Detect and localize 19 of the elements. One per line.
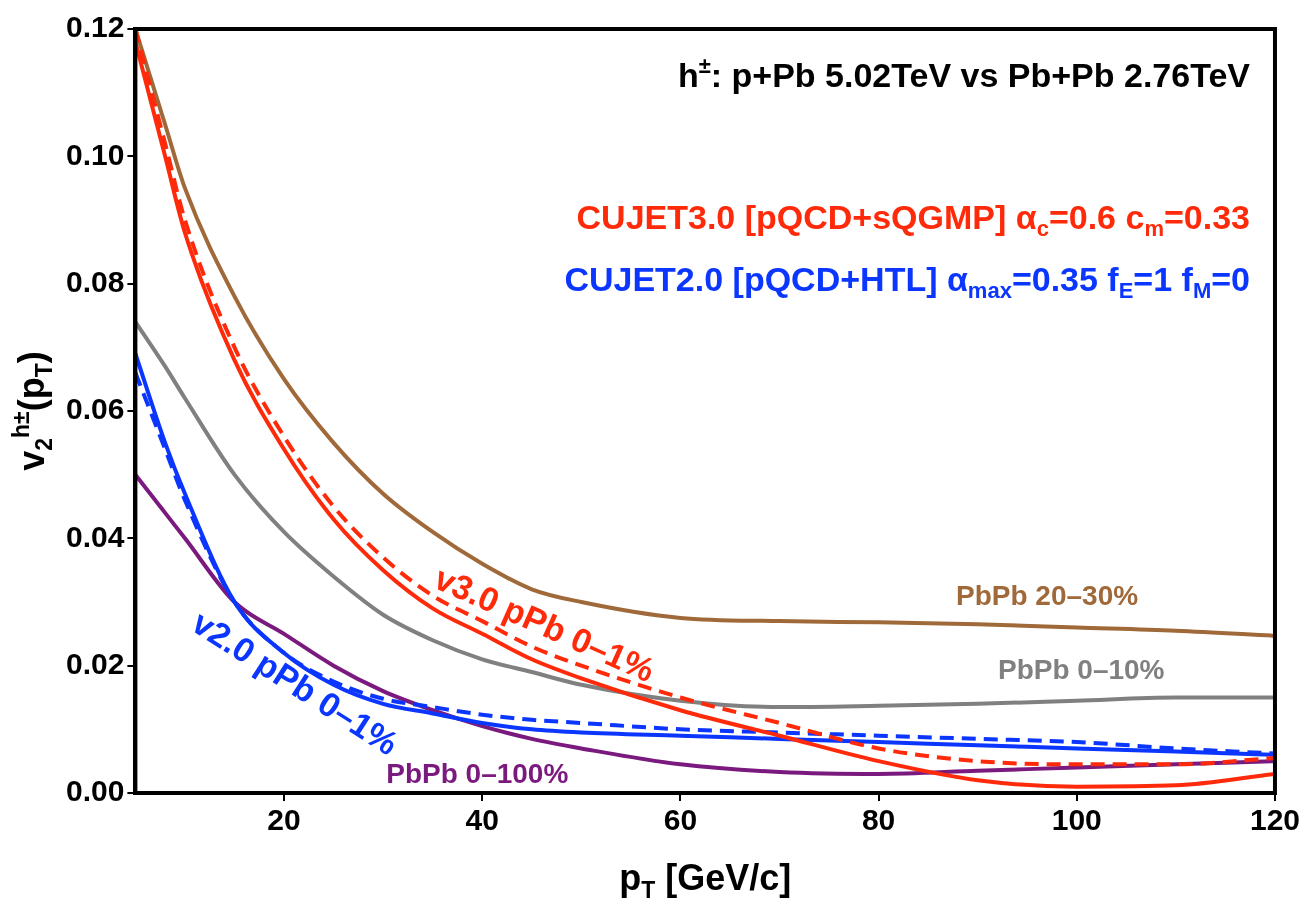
y-tick-label: 0.08 xyxy=(66,264,125,298)
y-tick-label: 0.06 xyxy=(66,392,125,426)
series-label: PbPb 0–100% xyxy=(386,757,569,789)
series-label: PbPb 0–10% xyxy=(997,653,1165,685)
y-axis-title: v2h±(pT) xyxy=(7,351,57,471)
y-tick-label: 0.10 xyxy=(66,137,125,171)
x-tick-label: 100 xyxy=(1051,803,1102,837)
y-tick-label: 0.02 xyxy=(66,646,125,680)
x-tick-label: 20 xyxy=(267,803,301,837)
x-tick-label: 80 xyxy=(861,803,896,837)
y-tick-label: 0.12 xyxy=(66,10,125,44)
series-label: PbPb 20–30% xyxy=(956,579,1139,611)
x-tick-label: 120 xyxy=(1249,803,1300,837)
y-tick-label: 0.00 xyxy=(66,774,125,808)
y-tick-label: 0.04 xyxy=(66,519,125,553)
annotation: v3.0 pPb 0–1% xyxy=(429,558,661,690)
text: h±: p+Pb 5.02TeV vs Pb+Pb 2.76TeV xyxy=(677,52,1251,94)
x-tick-label: 40 xyxy=(465,803,499,837)
x-tick-label: 60 xyxy=(663,803,698,837)
